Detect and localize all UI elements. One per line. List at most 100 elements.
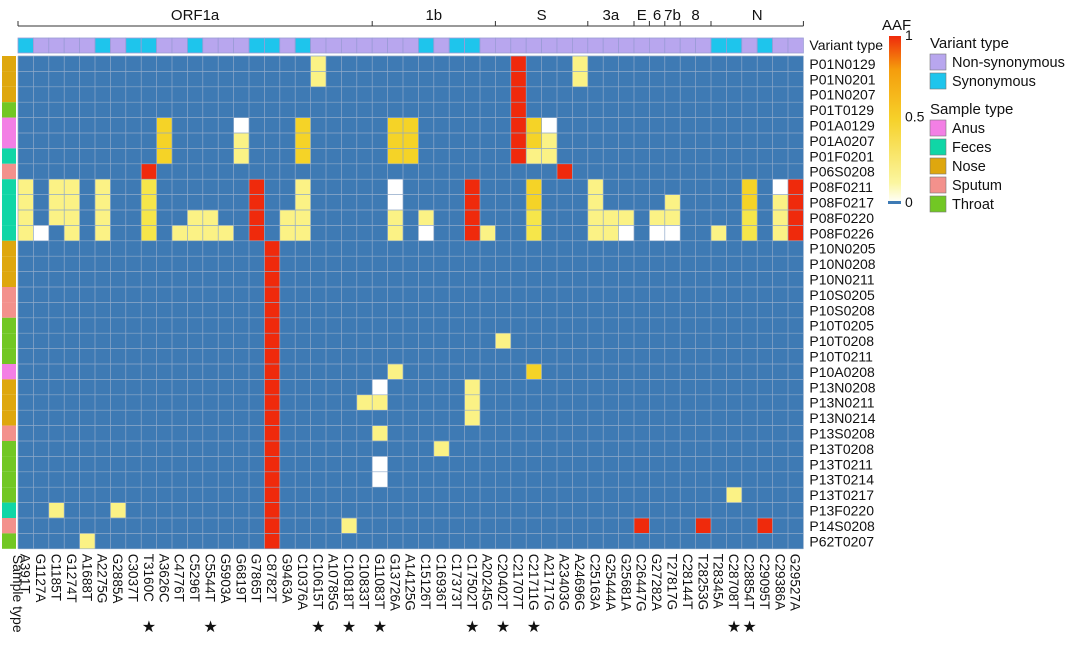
colorbar-gradient	[889, 36, 901, 203]
heatmap-cell	[403, 117, 419, 133]
heatmap-cell	[464, 379, 480, 395]
heatmap-cell	[618, 210, 634, 226]
heatmap-cell	[788, 194, 804, 210]
sample-type-cell	[2, 86, 16, 103]
variant-label: C20402T	[495, 554, 510, 610]
variant-type-cell	[649, 37, 666, 54]
sample-label: P13N0211	[809, 395, 874, 411]
heatmap-cell	[772, 225, 788, 241]
legend-label: Nose	[952, 159, 986, 175]
heatmap-cell	[95, 194, 111, 210]
variant-column-labels: A391T G1127A C1185T G1274T A1688T A2275G G2885…	[18, 554, 803, 612]
sample-type-cell	[2, 210, 16, 226]
sample-type-cell	[2, 256, 16, 272]
heatmap-cell	[726, 487, 742, 503]
sample-type-cell	[2, 240, 16, 257]
variant-type-cell	[787, 37, 804, 54]
heatmap-cell	[156, 117, 172, 133]
sample-type-cell	[2, 302, 16, 318]
sample-label: P08F0217	[809, 195, 874, 211]
sample-type-cell	[2, 425, 16, 441]
variant-type-cell	[356, 37, 373, 54]
variant-type-cell	[171, 37, 188, 54]
heatmap-cell	[464, 179, 480, 195]
heatmap-cell	[649, 210, 665, 226]
heatmap-cell	[387, 179, 403, 195]
gene-label: 7b	[664, 7, 681, 24]
variant-label: C4776T	[172, 554, 187, 602]
heatmap-cell	[295, 148, 311, 164]
heatmap-cell	[372, 379, 388, 395]
sample-type-cell	[2, 163, 16, 180]
heatmap-cell	[141, 194, 157, 210]
sample-label: P13T0214	[809, 472, 874, 488]
heatmap-cell	[772, 179, 788, 195]
heatmap-cell	[464, 410, 480, 426]
gene-label: ORF1a	[171, 7, 220, 24]
heatmap-cell	[372, 394, 388, 411]
legend-swatch	[929, 176, 947, 194]
heatmap-cell	[464, 225, 480, 241]
variant-label: T28345A	[711, 554, 726, 609]
variant-label: C28708T	[726, 554, 741, 610]
heatmap-cell	[510, 102, 527, 118]
variant-label: A2275G	[95, 554, 110, 604]
star-marker: ★	[373, 619, 387, 636]
sample-type-cell	[2, 410, 16, 426]
heatmap-cell	[264, 256, 280, 272]
heatmap-cell	[279, 225, 296, 241]
variant-label: C5544T	[203, 554, 218, 602]
variant-type-cell	[618, 37, 635, 54]
variant-type-cell	[756, 37, 774, 54]
star-marker: ★	[311, 619, 325, 636]
variant-type-row-label: Variant type	[809, 37, 883, 53]
heatmap-cell	[526, 179, 542, 195]
sample-label: P01T0129	[809, 102, 874, 118]
heatmap-cell	[557, 163, 573, 180]
star-marker: ★	[527, 619, 541, 636]
variant-label: C10615T	[310, 554, 325, 610]
sample-label: P01F0201	[809, 148, 874, 164]
variant-label: A3626C	[156, 554, 171, 603]
variant-label: C21711G	[526, 554, 541, 611]
aaf-colorbar: AAF 1 0.5 0	[882, 17, 925, 210]
variant-type-cell	[664, 37, 681, 54]
heatmap-cell	[403, 133, 419, 149]
heatmap-cell	[757, 518, 773, 534]
heatmap-cell	[387, 148, 403, 164]
heatmap-cell	[233, 117, 249, 133]
legend-label: Synonymous	[952, 74, 1036, 90]
variant-type-cell	[371, 37, 389, 54]
sample-type-cell	[2, 179, 16, 195]
heatmap-cell	[587, 210, 604, 226]
variant-label: G9463A	[280, 554, 295, 604]
heatmap-cell	[526, 133, 542, 149]
heatmap-cell	[341, 518, 357, 534]
variant-label: A21717G	[541, 554, 556, 611]
heatmap-cell	[788, 179, 804, 195]
heatmap-cell	[264, 471, 280, 488]
heatmap-cell	[264, 410, 280, 426]
heatmap-cell	[264, 317, 280, 334]
heatmap-cell	[48, 194, 65, 210]
variant-type-cell	[695, 37, 712, 54]
heatmap-cell	[295, 133, 311, 149]
legend-swatch	[929, 195, 947, 213]
variant-type-cell	[387, 37, 404, 54]
heatmap-cell	[741, 210, 758, 226]
colorbar-tick: 1	[905, 27, 913, 43]
heatmap-cell	[264, 394, 280, 411]
legend-swatch	[929, 53, 947, 71]
sample-type-cell	[2, 317, 16, 334]
sample-label: P10S0205	[809, 287, 875, 303]
heatmap-cell	[541, 133, 557, 149]
heatmap-cell	[264, 287, 280, 303]
variant-type-cell	[263, 37, 281, 54]
variant-type-cell	[726, 37, 743, 54]
legend-variant-type-title: Variant type	[930, 35, 1009, 52]
legend: Variant type Sample type Non-synonymous S…	[929, 35, 1065, 213]
variant-label: C5296T	[187, 554, 202, 602]
sample-label: P01N0201	[809, 71, 875, 87]
heatmap-cell	[541, 117, 557, 133]
gene-label: N	[752, 7, 763, 24]
